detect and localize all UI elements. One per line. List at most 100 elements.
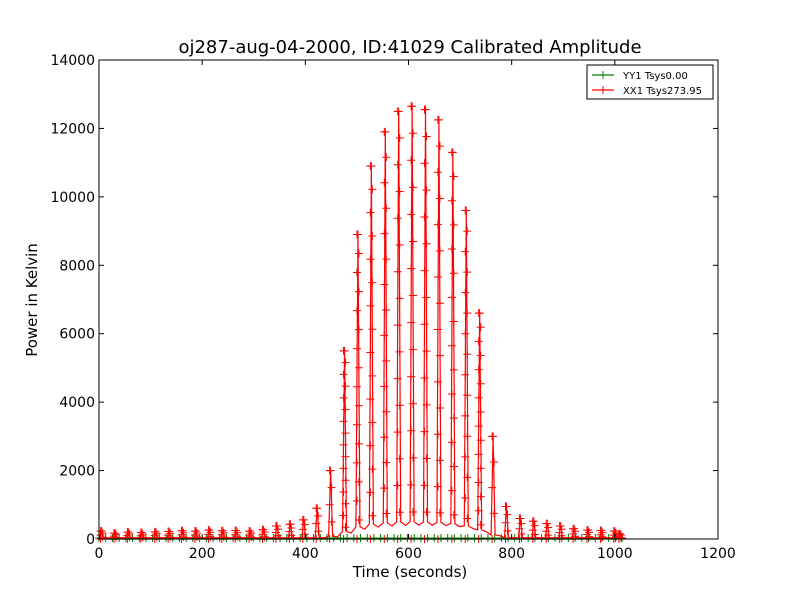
data-point bbox=[463, 391, 472, 400]
data-point bbox=[461, 370, 470, 379]
data-point bbox=[449, 462, 458, 471]
data-point bbox=[416, 534, 425, 542]
data-point bbox=[393, 267, 402, 276]
data-point bbox=[422, 400, 431, 409]
data-point bbox=[394, 107, 403, 116]
data-point bbox=[420, 320, 429, 329]
data-point bbox=[435, 142, 444, 151]
data-point bbox=[420, 481, 429, 490]
data-point bbox=[125, 529, 134, 538]
data-point bbox=[463, 227, 472, 236]
data-point bbox=[408, 102, 417, 111]
data-point bbox=[490, 509, 499, 518]
data-point bbox=[463, 473, 472, 482]
data-point bbox=[395, 134, 404, 143]
data-point bbox=[407, 156, 416, 165]
data-point bbox=[476, 379, 485, 388]
data-point bbox=[449, 414, 458, 423]
data-point bbox=[422, 454, 431, 463]
data-point bbox=[393, 428, 402, 437]
data-point bbox=[407, 426, 416, 435]
y-tick-label: 0 bbox=[86, 532, 95, 548]
data-point bbox=[461, 247, 470, 256]
data-point bbox=[598, 528, 607, 537]
data-point bbox=[232, 526, 241, 535]
data-point bbox=[556, 521, 565, 530]
data-point bbox=[461, 329, 470, 338]
data-point bbox=[407, 264, 416, 273]
data-point bbox=[433, 377, 442, 386]
data-point bbox=[287, 523, 296, 532]
data-point bbox=[341, 523, 350, 532]
data-point bbox=[382, 255, 391, 264]
data-point bbox=[368, 511, 377, 520]
data-point bbox=[326, 466, 335, 475]
data-point bbox=[352, 344, 361, 353]
data-point bbox=[366, 255, 375, 264]
data-point bbox=[461, 411, 470, 420]
data-point bbox=[517, 519, 526, 528]
data-point bbox=[476, 407, 485, 416]
data-point bbox=[420, 427, 429, 436]
data-point bbox=[124, 528, 133, 537]
legend-box bbox=[586, 64, 714, 100]
data-point bbox=[435, 404, 444, 413]
data-point bbox=[341, 429, 350, 438]
series-xx1 bbox=[96, 102, 625, 543]
data-point bbox=[368, 371, 377, 380]
data-point bbox=[433, 220, 442, 229]
y-tick-label: 4000 bbox=[59, 395, 95, 411]
data-point bbox=[341, 358, 350, 367]
data-point bbox=[246, 527, 255, 536]
data-point bbox=[286, 520, 295, 529]
data-point bbox=[219, 528, 228, 537]
data-point bbox=[393, 374, 402, 383]
data-point bbox=[616, 531, 625, 540]
data-point bbox=[544, 523, 553, 532]
y-tick-label: 14000 bbox=[50, 53, 95, 69]
data-point bbox=[461, 452, 470, 461]
data-point bbox=[530, 530, 539, 539]
data-point bbox=[327, 517, 336, 526]
data-point bbox=[474, 365, 483, 374]
data-point bbox=[314, 527, 323, 536]
data-point bbox=[430, 534, 439, 542]
data-point bbox=[354, 439, 363, 448]
data-point bbox=[420, 159, 429, 168]
x-axis-label: Time (seconds) bbox=[352, 563, 468, 581]
data-point bbox=[138, 530, 147, 539]
data-point bbox=[447, 196, 456, 205]
data-point bbox=[599, 71, 607, 79]
data-point bbox=[420, 266, 429, 275]
data-point bbox=[517, 529, 526, 538]
data-point bbox=[380, 331, 389, 340]
data-point bbox=[341, 405, 350, 414]
data-point bbox=[382, 509, 391, 518]
data-point bbox=[528, 526, 537, 535]
x-tick-label: 600 bbox=[395, 546, 422, 562]
data-point bbox=[354, 325, 363, 334]
data-point bbox=[409, 399, 418, 408]
data-point bbox=[474, 422, 483, 431]
data-point bbox=[422, 186, 431, 195]
data-point bbox=[544, 531, 553, 540]
data-point bbox=[409, 453, 418, 462]
data-point bbox=[339, 370, 348, 379]
data-point bbox=[354, 401, 363, 410]
data-point bbox=[447, 245, 456, 254]
x-tick-label: 1000 bbox=[597, 546, 633, 562]
data-point bbox=[395, 454, 404, 463]
data-point bbox=[368, 185, 377, 194]
data-point bbox=[503, 526, 512, 535]
data-point bbox=[449, 365, 458, 374]
data-point bbox=[599, 86, 607, 94]
data-point bbox=[205, 526, 214, 535]
data-point bbox=[395, 294, 404, 303]
data-point bbox=[110, 529, 119, 538]
data-point bbox=[178, 526, 187, 535]
y-tick-label: 12000 bbox=[50, 121, 95, 137]
data-point bbox=[476, 520, 485, 529]
data-point bbox=[192, 529, 201, 538]
data-point bbox=[515, 524, 524, 533]
data-point bbox=[218, 526, 227, 535]
